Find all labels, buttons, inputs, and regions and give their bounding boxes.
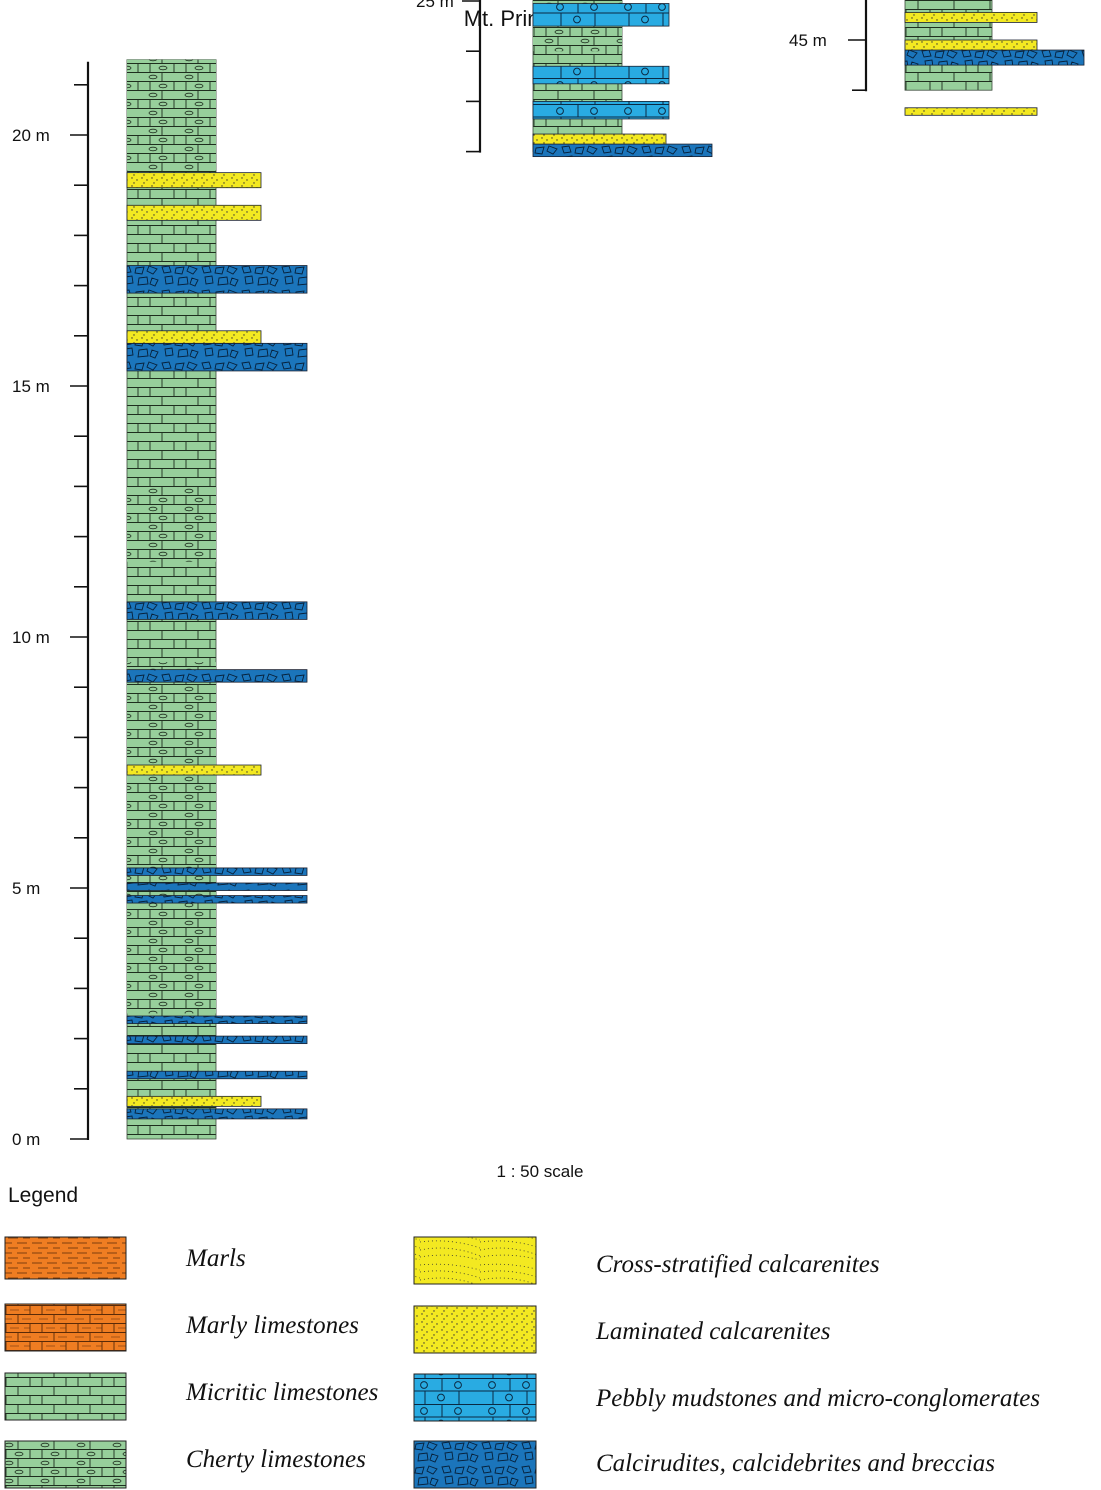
legend-label-marls: Marls [186,1245,246,1272]
column-1-layer-calcirudites [126,601,308,620]
column-1-layer-calcirudites [126,1035,308,1045]
column-1-cherty-band [127,59,216,171]
legend-label-cherty: Cherty limestones [186,1446,366,1473]
column-1-layer-calcirudites [126,669,308,683]
legend-title: Legend [8,1184,79,1207]
column-1-tick-label: 5 m [12,879,40,898]
column-1-cherty-band [127,486,216,562]
column-1-layer-calcirudites [126,882,308,891]
legend-label-laminated: Laminated calcarenites [596,1318,831,1345]
column-1-tick-label: 10 m [12,628,50,647]
column-3-layer-laminated [904,39,1038,51]
column-3-layer-laminated [904,11,1038,23]
column-1-layer-laminated [126,172,262,189]
column-1-layer-calcirudites [126,1070,308,1080]
column-1-layer-laminated [126,764,262,776]
column-2-layer-laminated [532,133,667,145]
column-1-layer-laminated [126,1095,262,1107]
column-1-layer-laminated [126,204,262,221]
column-3-layer-calcirudites [904,49,1085,66]
legend-label-marly: Marly limestones [186,1312,359,1339]
legend-label-pebbly: Pebbly mudstones and micro-conglomerates [596,1385,1041,1412]
column-1-layer-calcirudites [126,1015,308,1024]
column-3-layer-laminated [904,107,1038,116]
column-1-layer-laminated [126,330,262,344]
column-2-layer-pebbly [532,65,670,85]
scale-note: 1 : 50 scale [496,1162,584,1181]
column-1-layer-calcirudites [126,895,308,904]
column-1-layer-calcirudites [126,265,308,294]
column-2-tick-label: 25 m [416,0,454,11]
column-1-tick-label: 20 m [12,126,50,145]
column-1-layer-calcirudites [126,342,308,372]
column-1-cherty-band [127,662,216,1014]
legend-label-calcirudites: Calcirudites, calcidebrites and breccias [596,1450,995,1477]
legend-label-micritic: Micritic limestones [186,1379,379,1406]
column-2-layer-pebbly [532,3,670,27]
column-1-layer-calcirudites [126,1108,308,1120]
column-2-layer-pebbly [532,101,670,120]
column-1-layer-calcirudites [126,867,308,876]
column-3-tick-label: 45 m [789,31,827,50]
column-1-tick-label: 0 m [12,1130,40,1149]
legend-label-crossstrat: Cross-stratified calcarenites [596,1251,880,1278]
column-1-tick-label: 15 m [12,377,50,396]
column-2-layer-calcirudites [532,143,713,158]
